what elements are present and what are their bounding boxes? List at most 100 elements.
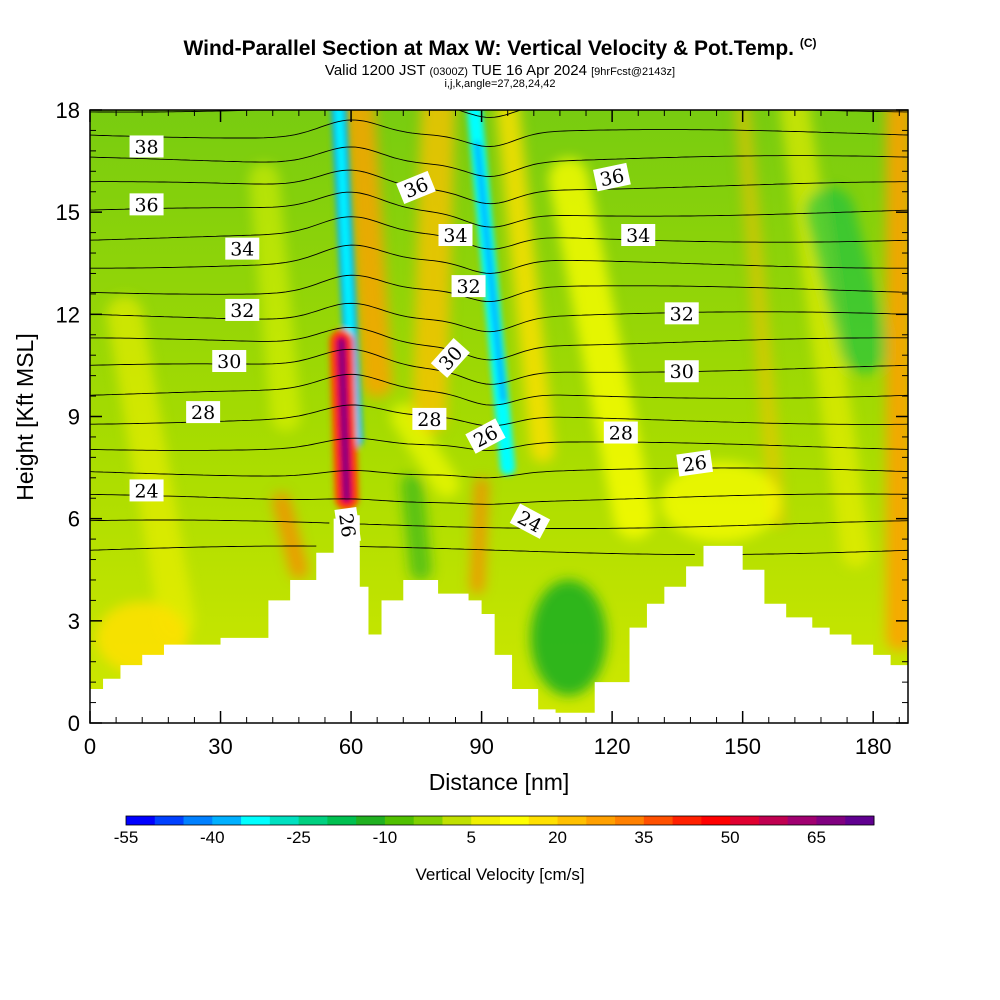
theta-label-box <box>603 421 638 444</box>
colorbar-swatch <box>845 816 875 825</box>
x-tick-label: 0 <box>84 734 96 759</box>
colorbar-swatch <box>787 816 817 825</box>
colorbar-tick-label: 5 <box>466 828 475 847</box>
theta-label: 30 <box>664 360 699 383</box>
theta-label-text: 34 <box>626 225 650 247</box>
y-tick-label: 15 <box>56 200 80 225</box>
theta-contour-24 <box>90 493 908 505</box>
downdraft-column-3 <box>474 141 507 403</box>
theta-label: 32 <box>225 298 260 322</box>
x-tick-label: 150 <box>724 734 761 759</box>
theta-label-box <box>621 224 656 247</box>
y-tick-label: 18 <box>56 98 80 123</box>
theta-label: 36 <box>129 193 164 216</box>
theta-label-text: 30 <box>670 361 694 383</box>
x-axis-title: Distance [nm] <box>429 769 570 795</box>
theta-label-box <box>212 350 247 373</box>
colorbar-swatch <box>672 816 702 825</box>
colorbar-swatch <box>356 816 386 825</box>
title-mark: (C) <box>799 36 817 50</box>
colorbar-tick-label: -40 <box>200 828 225 847</box>
colorbar-tick-label: 35 <box>634 828 653 847</box>
theta-label: 36 <box>593 162 631 192</box>
theta-contour-35 <box>90 191 908 228</box>
colorbar-swatch <box>730 816 760 825</box>
chart-subtitle: Valid 1200 JST (0300Z) TUE 16 Apr 2024 [… <box>0 62 1000 79</box>
x-axis: 0 30 60 90 120 150 180 <box>84 110 900 759</box>
theta-label-box <box>664 360 699 383</box>
theta-label-text: 28 <box>609 423 633 445</box>
shading-band-4 <box>390 403 460 498</box>
theta-label-text: 36 <box>134 194 158 216</box>
colorbar-swatch <box>816 816 846 825</box>
forecast-info: [9hrFcst@2143z] <box>591 66 676 78</box>
y-tick-label: 6 <box>68 507 80 532</box>
colorbar-tick-label: 50 <box>721 828 740 847</box>
colorbar-swatch <box>758 816 789 825</box>
colorbar-tick-label: 65 <box>807 828 826 847</box>
theta-label-box <box>412 407 447 430</box>
grid-indices: i,j,k,angle=27,28,24,42 <box>444 78 556 90</box>
theta-label-text: 28 <box>191 402 215 424</box>
theta-contour-38 <box>90 119 908 147</box>
valid-time: Valid 1200 JST <box>324 62 426 79</box>
theta-label-text: 26 <box>334 512 359 539</box>
theta-contour-36 <box>90 169 908 205</box>
theta-label-text: 38 <box>134 136 158 158</box>
colorbar-swatch <box>212 816 242 825</box>
shading-band-7 <box>804 187 890 374</box>
theta-contour-33 <box>90 244 908 274</box>
theta-label-box <box>430 337 470 378</box>
colorbar-swatch <box>413 816 443 825</box>
title-main: Wind-Parallel Section at Max W: Vertical… <box>183 37 794 60</box>
shading-band-8 <box>106 296 196 639</box>
theta-label-box <box>438 224 473 247</box>
theta-label: 34 <box>225 237 260 261</box>
y-tick-label: 3 <box>68 609 80 634</box>
shading-band-3 <box>548 158 654 539</box>
x-tick-label: 180 <box>855 734 892 759</box>
valid-utc: (0300Z) <box>429 66 468 78</box>
theta-label-box <box>225 298 260 321</box>
shading-band-10 <box>272 492 308 579</box>
theta-label-text: 30 <box>217 351 241 373</box>
colorbar-title: Vertical Velocity [cm/s] <box>415 865 584 884</box>
colorbar-swatch <box>442 816 472 825</box>
theta-contour-34 <box>90 216 908 250</box>
theta-label-text: 32 <box>670 303 694 325</box>
theta-label: 28 <box>186 401 221 424</box>
x-tick-label: 60 <box>339 734 363 759</box>
y-axis-title: Height [Kft MSL] <box>12 333 38 500</box>
theta-contour-32 <box>90 274 908 303</box>
theta-label-text: 32 <box>230 300 254 322</box>
colorbar-swatch <box>701 816 731 825</box>
colorbar-swatch <box>586 816 616 825</box>
theta-label-box <box>129 135 164 158</box>
shading-band-0 <box>344 110 393 398</box>
shading-band-6 <box>734 110 786 527</box>
shading-band-11 <box>470 477 489 594</box>
theta-label: 32 <box>664 302 699 325</box>
updraft-core-2 <box>337 337 351 503</box>
colorbar-swatch <box>154 816 185 825</box>
theta-label: 28 <box>603 421 638 445</box>
theta-label-text: 36 <box>598 165 626 192</box>
theta-label-box <box>225 237 260 260</box>
theta-label: 26 <box>676 449 714 477</box>
colorbar-tick-label: -10 <box>373 828 398 847</box>
y-tick-label: 9 <box>68 405 80 430</box>
chart-title: Wind-Parallel Section at Max W: Vertical… <box>0 36 1000 61</box>
colorbar-swatch <box>126 816 156 825</box>
theta-label-box <box>334 506 361 544</box>
y-tick-label: 12 <box>56 302 80 327</box>
theta-contour-23 <box>90 519 908 529</box>
colorbar-swatch <box>615 816 645 825</box>
theta-label: 34 <box>621 224 656 247</box>
theta-label-text: 24 <box>134 480 158 502</box>
valid-date: TUE 16 Apr 2024 <box>471 62 587 79</box>
colorbar-tick-label: 20 <box>548 828 567 847</box>
theta-label: 28 <box>412 407 447 431</box>
theta-label-box <box>465 418 506 454</box>
